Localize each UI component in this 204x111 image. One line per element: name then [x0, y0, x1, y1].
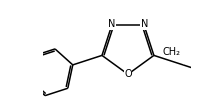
Text: CH₂: CH₂ — [161, 47, 179, 57]
Text: N: N — [107, 19, 115, 29]
Text: O: O — [123, 69, 131, 79]
Text: N: N — [140, 19, 147, 29]
